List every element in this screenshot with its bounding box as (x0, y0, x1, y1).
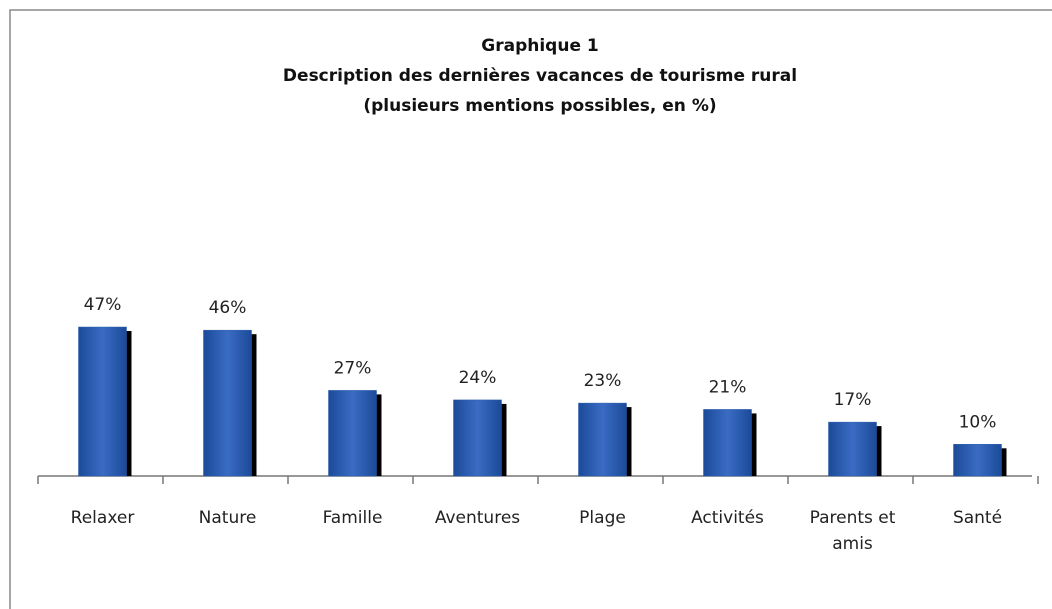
x-tick-label: Famille (322, 508, 383, 528)
chart-title: Graphique 1 (481, 36, 598, 56)
bar (953, 444, 1002, 477)
x-tick-label: Aventures (434, 508, 521, 528)
x-tick-label: Santé (952, 508, 1003, 528)
bar (78, 326, 127, 477)
x-tick-label: Activités (691, 508, 764, 528)
data-label: 46% (209, 298, 247, 318)
data-label: 10% (959, 412, 997, 432)
data-label: 24% (459, 368, 497, 388)
bar (328, 390, 377, 477)
chart-subtitle: (plusieurs mentions possibles, en %) (363, 96, 716, 116)
data-label: 23% (584, 371, 622, 391)
x-tick-label: Plage (579, 508, 626, 528)
data-label: 27% (334, 358, 372, 378)
bar (203, 329, 252, 477)
x-tick-label: Relaxer (70, 508, 135, 528)
x-tick-label: Nature (198, 508, 257, 528)
data-label: 47% (84, 295, 122, 315)
data-label: 17% (834, 390, 872, 410)
chart-subtitle: Description des dernières vacances de to… (283, 66, 797, 86)
bar (828, 421, 877, 477)
frame (9, 9, 1052, 609)
bar (703, 409, 752, 477)
x-tick-label: Parents et amis (809, 508, 896, 554)
bar (453, 399, 502, 477)
data-label: 21% (709, 377, 747, 397)
bar (578, 402, 627, 477)
